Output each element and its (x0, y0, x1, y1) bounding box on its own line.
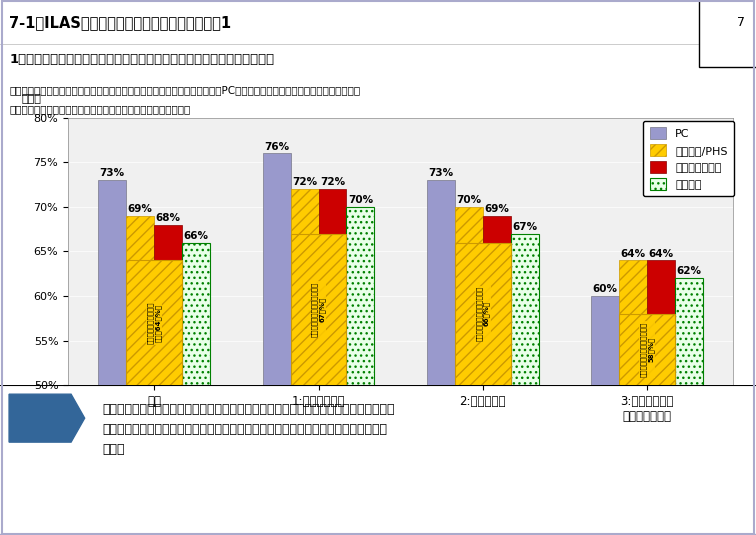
Text: うち、スマートフォンのみ：
66（%）: うち、スマートフォンのみ： 66（%） (476, 286, 490, 341)
Bar (619, 314, 675, 385)
Text: 70%: 70% (457, 195, 482, 205)
Bar (154, 225, 182, 385)
Bar (262, 154, 290, 385)
Text: 70%: 70% (348, 195, 373, 205)
Text: 7-1．ILAS指標とアンケート結果との現状分析1: 7-1．ILAS指標とアンケート結果との現状分析1 (9, 15, 231, 30)
Bar (290, 189, 318, 385)
Bar (182, 242, 210, 385)
Text: 69%: 69% (128, 204, 153, 214)
Bar (675, 278, 703, 385)
Bar (427, 180, 455, 385)
Y-axis label: 正答率: 正答率 (21, 94, 42, 104)
Text: 67%: 67% (513, 222, 538, 232)
Bar (290, 234, 346, 385)
Bar (126, 216, 154, 385)
Text: うち、スマートフォンのみ：
58（%）: うち、スマートフォンのみ： 58（%） (640, 322, 654, 377)
Text: 1．スマートフォンをよく利用する青少年のリテラシーが相対的に低い。: 1．スマートフォンをよく利用する青少年のリテラシーが相対的に低い。 (9, 54, 274, 66)
Bar (346, 207, 374, 385)
Bar (455, 242, 511, 385)
Text: 64%: 64% (649, 249, 674, 258)
Legend: PC, 携帯電話/PHS, スマートフォン, ゲーム機: PC, 携帯電話/PHS, スマートフォン, ゲーム機 (643, 120, 734, 196)
Text: 64%: 64% (621, 249, 646, 258)
Text: ・特にスマートフォンのみ保有している青少年の正答率は低い。: ・特にスマートフォンのみ保有している青少年の正答率は低い。 (9, 104, 191, 114)
Text: 60%: 60% (593, 284, 618, 294)
Text: うち、スマートフォン
のみ：64（%）: うち、スマートフォン のみ：64（%） (147, 302, 161, 344)
Bar (647, 261, 675, 385)
Text: 72%: 72% (320, 177, 345, 187)
Text: 76%: 76% (264, 142, 289, 151)
Bar (511, 234, 539, 385)
Text: スマートフォンは手軽にインターネット接続できる一方で、特に高いリスク認識、対応
能力のないまま利用しているとみられ、スマートフォンに関するリテラシーの向上が
急: スマートフォンは手軽にインターネット接続できる一方で、特に高いリスク認識、対応 … (102, 403, 395, 456)
Text: 73%: 73% (100, 169, 125, 178)
Bar (483, 216, 511, 385)
Text: ・インターネット接続において最もよく利用する機器別で比較したところ、PCをよく利用する青少年の正答率が一番高い。: ・インターネット接続において最もよく利用する機器別で比較したところ、PCをよく利… (9, 85, 360, 95)
Polygon shape (9, 394, 85, 442)
Bar (318, 189, 346, 385)
Text: 68%: 68% (156, 213, 181, 223)
Text: 69%: 69% (485, 204, 510, 214)
Bar (591, 296, 619, 385)
Bar (126, 261, 182, 385)
Bar (455, 207, 483, 385)
Text: 66%: 66% (184, 231, 209, 241)
Text: 62%: 62% (677, 266, 702, 277)
Bar (98, 180, 126, 385)
Text: 72%: 72% (292, 177, 317, 187)
Text: 73%: 73% (429, 169, 454, 178)
Bar (619, 261, 647, 385)
Text: うち、スマートフォンのみ：
67（%）: うち、スマートフォンのみ： 67（%） (311, 282, 326, 337)
Text: 7: 7 (736, 16, 745, 29)
